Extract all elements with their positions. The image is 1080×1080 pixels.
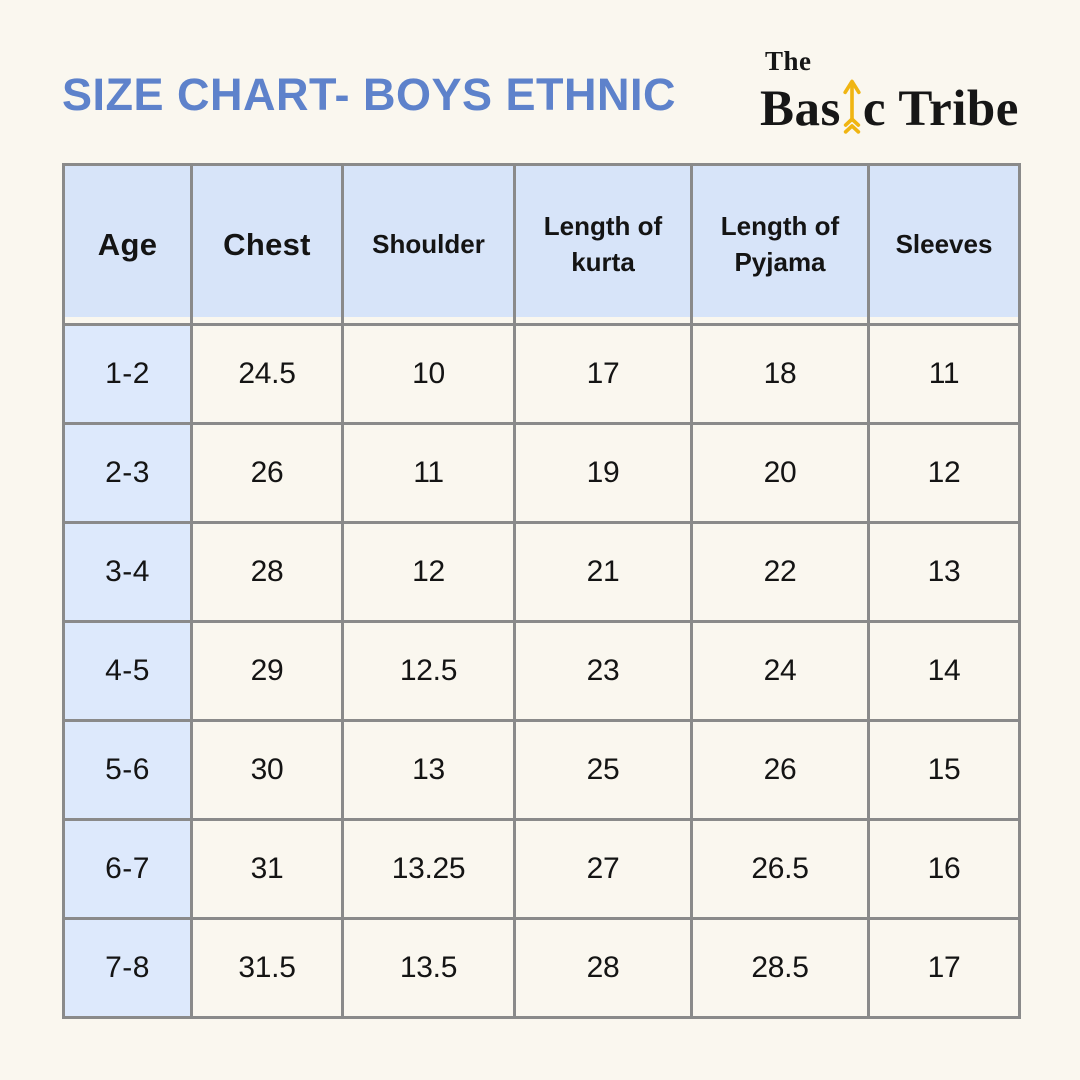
shoulder-cell: 12.5 — [341, 620, 516, 722]
shoulder-cell: 12 — [341, 521, 516, 623]
kurta-length-cell: 19 — [513, 422, 693, 524]
chest-cell: 24.5 — [190, 323, 344, 425]
age-cell: 7-8 — [62, 917, 193, 1019]
table-row: 4-5 29 12.5 23 24 14 — [62, 620, 1021, 722]
age-cell: 2-3 — [62, 422, 193, 524]
age-cell: 4-5 — [62, 620, 193, 722]
chest-cell: 30 — [190, 719, 344, 821]
pyjama-length-cell: 26 — [690, 719, 870, 821]
chest-cell: 26 — [190, 422, 344, 524]
logo-text-pre: Bas — [760, 81, 841, 137]
age-cell: 5-6 — [62, 719, 193, 821]
shoulder-cell: 10 — [341, 323, 516, 425]
col-header-length-of-pyjama: Length of Pyjama — [690, 163, 870, 326]
sleeves-cell: 12 — [867, 422, 1021, 524]
pyjama-length-cell: 18 — [690, 323, 870, 425]
shoulder-cell: 13.25 — [341, 818, 516, 920]
table-row: 2-3 26 11 19 20 12 — [62, 422, 1021, 524]
size-chart-table: Age Chest Shoulder Length of kurta Lengt… — [62, 163, 1021, 1019]
kurta-length-cell: 25 — [513, 719, 693, 821]
age-cell: 6-7 — [62, 818, 193, 920]
chest-cell: 29 — [190, 620, 344, 722]
logo-main-text: Bas c Tribe — [760, 77, 1019, 135]
sleeves-cell: 11 — [867, 323, 1021, 425]
col-header-chest: Chest — [190, 163, 344, 326]
pyjama-length-cell: 22 — [690, 521, 870, 623]
pyjama-length-cell: 20 — [690, 422, 870, 524]
col-header-shoulder: Shoulder — [341, 163, 516, 326]
table-row: 1-2 24.5 10 17 18 11 — [62, 323, 1021, 425]
page-title: SIZE CHART- BOYS ETHNIC — [62, 69, 677, 120]
brand-logo: The Bas c Tribe — [760, 48, 1019, 135]
col-header-age: Age — [62, 163, 193, 326]
age-cell: 3-4 — [62, 521, 193, 623]
sleeves-cell: 17 — [867, 917, 1021, 1019]
chest-cell: 31 — [190, 818, 344, 920]
kurta-length-cell: 23 — [513, 620, 693, 722]
sleeves-cell: 16 — [867, 818, 1021, 920]
pyjama-length-cell: 28.5 — [690, 917, 870, 1019]
header-row: Age Chest Shoulder Length of kurta Lengt… — [62, 163, 1021, 326]
table-row: 3-4 28 12 21 22 13 — [62, 521, 1021, 623]
table-row: 6-7 31 13.25 27 26.5 16 — [62, 818, 1021, 920]
shoulder-cell: 13 — [341, 719, 516, 821]
col-header-sleeves: Sleeves — [867, 163, 1021, 326]
shoulder-cell: 13.5 — [341, 917, 516, 1019]
gold-up-arrow-icon — [843, 79, 861, 134]
table-row: 7-8 31.5 13.5 28 28.5 17 — [62, 917, 1021, 1019]
kurta-length-cell: 27 — [513, 818, 693, 920]
pyjama-length-cell: 24 — [690, 620, 870, 722]
age-cell: 1-2 — [62, 323, 193, 425]
kurta-length-cell: 28 — [513, 917, 693, 1019]
col-header-length-of-kurta: Length of kurta — [513, 163, 693, 326]
chest-cell: 31.5 — [190, 917, 344, 1019]
chest-cell: 28 — [190, 521, 344, 623]
kurta-length-cell: 17 — [513, 323, 693, 425]
logo-the-text: The — [765, 46, 812, 76]
sleeves-cell: 13 — [867, 521, 1021, 623]
logo-text-post: c Tribe — [862, 81, 1019, 137]
table-row: 5-6 30 13 25 26 15 — [62, 719, 1021, 821]
kurta-length-cell: 21 — [513, 521, 693, 623]
sleeves-cell: 14 — [867, 620, 1021, 722]
pyjama-length-cell: 26.5 — [690, 818, 870, 920]
sleeves-cell: 15 — [867, 719, 1021, 821]
shoulder-cell: 11 — [341, 422, 516, 524]
